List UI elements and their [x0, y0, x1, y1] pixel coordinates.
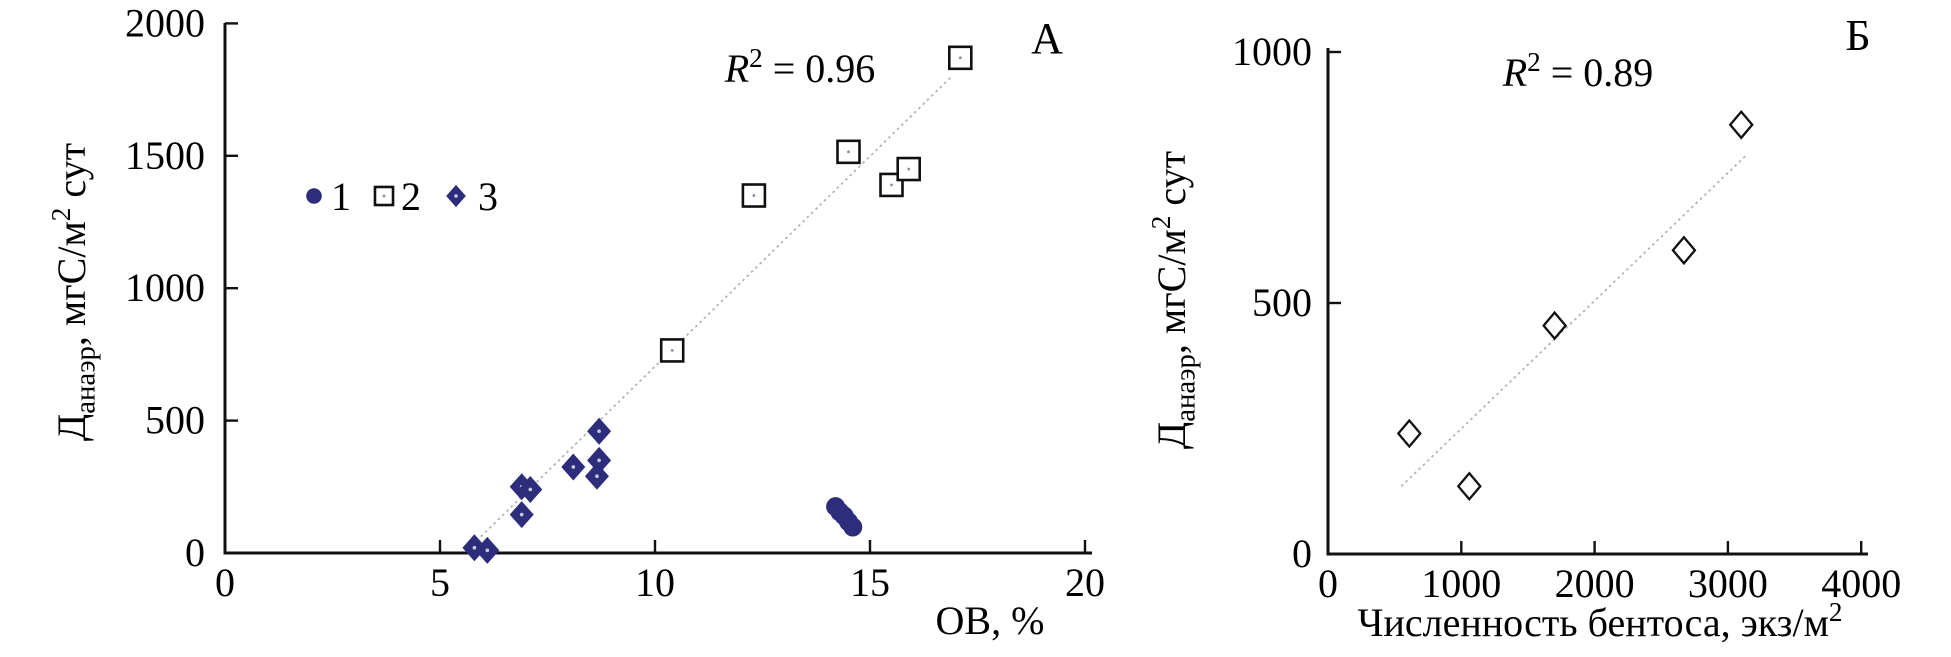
- text-part: сут: [49, 143, 94, 208]
- x-tick-label: 15: [850, 560, 890, 605]
- text-part: сут: [1149, 151, 1194, 216]
- text-part: 2: [1527, 47, 1541, 77]
- text-part: = 0.89: [1541, 50, 1654, 95]
- r2-label: R2 = 0.89: [1502, 47, 1654, 95]
- axis-lines: [1326, 48, 1868, 556]
- series-2: [659, 45, 973, 363]
- y-axis-title: Данаэр, мгС/м2 сут: [1146, 151, 1202, 449]
- marker-center-dot-legend: [382, 194, 386, 198]
- text-part: , мгС/м: [1149, 229, 1194, 354]
- series-3: [462, 417, 612, 564]
- y-tick-label: 0: [1292, 531, 1312, 576]
- text-part: 2: [1829, 597, 1843, 627]
- marker-center-dot: [890, 183, 893, 187]
- marker-center-dot: [571, 465, 576, 469]
- marker-filled-circle: [843, 517, 863, 537]
- x-tick-label: 1000: [1421, 561, 1501, 606]
- marker-open-diamond: [1671, 235, 1697, 266]
- text-part: Д: [49, 414, 94, 441]
- marker-center-dot: [528, 487, 533, 492]
- legend-label-2: 2: [401, 174, 421, 219]
- x-tick-label: 3000: [1688, 561, 1768, 606]
- text-part: Численность бентоса, экз/м: [1358, 600, 1829, 645]
- marker-center-dot-legend: [454, 194, 458, 198]
- x-tick-label: 10: [635, 560, 675, 605]
- y-tick-label: 1000: [125, 265, 205, 310]
- marker-filled-circle-legend: [306, 188, 322, 204]
- y-tick-label: 0: [185, 530, 205, 575]
- legend-label-1: 1: [331, 174, 351, 219]
- text-part: 2: [1146, 216, 1176, 230]
- text-part: ОВ, %: [936, 598, 1045, 643]
- x-tick-label: 0: [1318, 561, 1338, 606]
- legend-label-3: 3: [478, 174, 498, 219]
- text-part: анаэр: [1170, 354, 1202, 422]
- marker-center-dot: [597, 429, 601, 433]
- marker-center-dot: [847, 150, 850, 154]
- trendline: [1400, 154, 1748, 487]
- legend: 1 2 3: [306, 174, 498, 219]
- marker-center-dot: [595, 474, 599, 479]
- text-part: R: [724, 46, 749, 91]
- marker-center-dot: [519, 512, 524, 517]
- y-tick-label: 2000: [125, 0, 205, 45]
- x-tick-label: 5: [430, 560, 450, 605]
- panel-letter: А: [1031, 14, 1063, 63]
- y-tick-label: 1500: [125, 133, 205, 178]
- y-tick-label: 1000: [1232, 29, 1312, 74]
- marker-open-diamond: [1728, 110, 1754, 140]
- x-tick-label: 4000: [1821, 561, 1901, 606]
- y-tick-label: 500: [145, 398, 205, 443]
- text-part: анаэр: [70, 346, 102, 414]
- x-tick-label: 20: [1065, 560, 1105, 605]
- marker-center-dot: [485, 548, 490, 553]
- text-part: 2: [46, 208, 76, 222]
- marker-center-dot: [670, 349, 674, 352]
- y-tick-label: 500: [1252, 280, 1312, 325]
- marker-open-diamond: [1456, 471, 1482, 502]
- axis-lines: [223, 23, 1092, 555]
- text-part: = 0.96: [763, 46, 876, 91]
- marker-open-diamond: [1542, 310, 1568, 341]
- x-tick-label: 0: [215, 560, 235, 605]
- text-part: Д: [1149, 422, 1194, 449]
- marker-open-diamond: [1396, 418, 1422, 449]
- x-tick-label: 2000: [1555, 561, 1635, 606]
- marker-center-dot: [472, 545, 477, 550]
- text-part: R: [1502, 50, 1527, 95]
- text-part: 2: [749, 43, 763, 73]
- marker-center-dot: [752, 194, 756, 197]
- r2-label: R2 = 0.96: [724, 43, 876, 91]
- x-axis-title: ОВ, %: [936, 598, 1045, 643]
- x-axis-title: Численность бентоса, экз/м2: [1358, 597, 1843, 645]
- panel-letter: Б: [1845, 11, 1870, 60]
- series-1: [826, 497, 863, 537]
- text-part: , мгС/м: [49, 221, 94, 346]
- trendline: [471, 75, 953, 546]
- marker-center-dot: [958, 56, 962, 60]
- marker-center-dot: [597, 458, 601, 463]
- marker-center-dot: [907, 167, 911, 171]
- y-axis-title: Данаэр, мгС/м2 сут: [46, 143, 102, 441]
- series-benthos: [1396, 110, 1754, 502]
